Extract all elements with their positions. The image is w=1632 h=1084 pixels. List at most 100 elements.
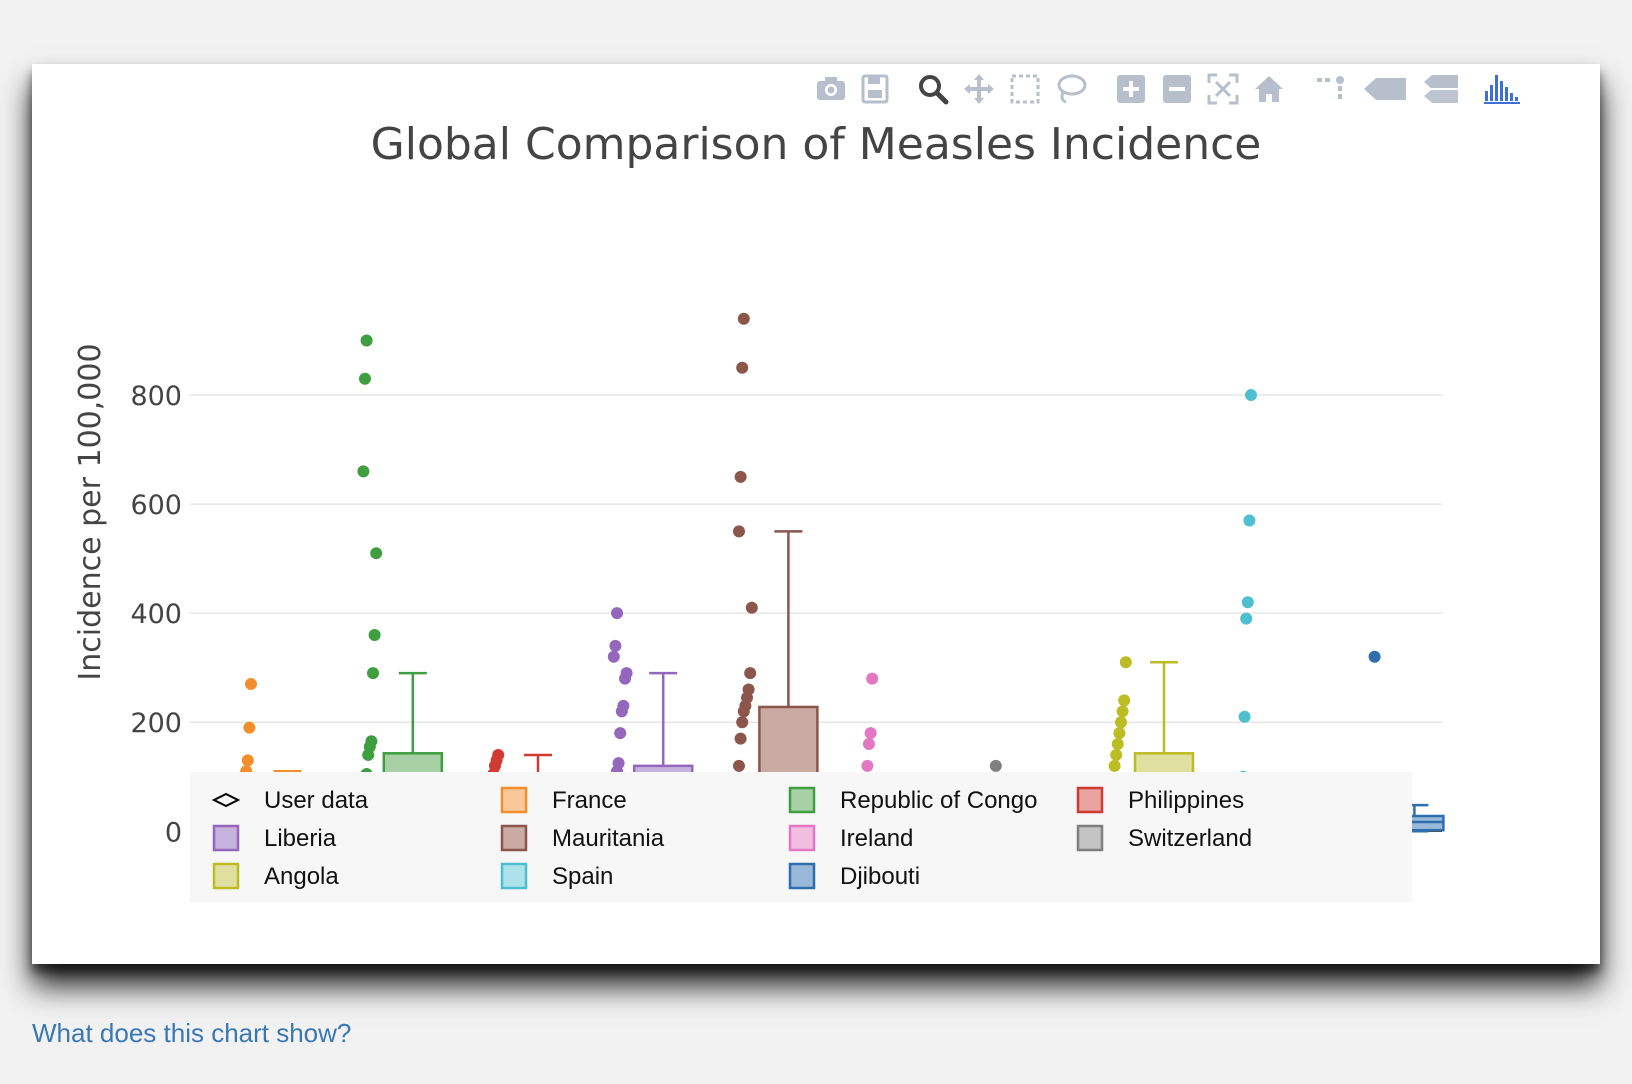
chart-title: Global Comparison of Measles Incidence <box>371 119 1262 170</box>
data-point[interactable] <box>866 672 879 685</box>
data-point[interactable] <box>360 334 373 347</box>
data-point[interactable] <box>620 667 633 680</box>
legend-item[interactable]: User data <box>211 787 369 814</box>
chart-help-link[interactable]: What does this chart show? <box>32 1018 352 1048</box>
modebar <box>32 64 1600 124</box>
legend-label: User data <box>264 787 369 814</box>
spike-lines-icon[interactable] <box>1314 72 1348 106</box>
data-point[interactable] <box>1241 596 1254 609</box>
legend-symbol <box>212 824 240 852</box>
data-point[interactable] <box>864 727 877 740</box>
data-point[interactable] <box>241 754 254 767</box>
legend-label: Liberia <box>264 825 337 852</box>
data-point[interactable] <box>492 748 505 761</box>
data-point[interactable] <box>734 470 747 483</box>
data-point[interactable] <box>617 699 630 712</box>
data-point[interactable] <box>1368 650 1381 663</box>
legend-item[interactable]: Republic of Congo <box>788 786 1037 814</box>
data-point[interactable] <box>245 678 257 691</box>
data-point[interactable] <box>744 667 757 680</box>
y-tick-label: 800 <box>130 381 182 412</box>
data-point[interactable] <box>614 727 627 740</box>
camera-icon[interactable] <box>814 72 848 106</box>
data-point[interactable] <box>611 607 623 620</box>
home-icon[interactable] <box>1252 72 1286 106</box>
data-point[interactable] <box>1111 738 1124 751</box>
data-point[interactable] <box>742 683 755 696</box>
save-icon[interactable] <box>858 72 892 106</box>
legend-symbol <box>1076 824 1104 852</box>
legend-item[interactable]: Mauritania <box>500 824 665 852</box>
y-axis: 0 200 400 600 800 <box>130 381 182 848</box>
plotly-logo-icon[interactable] <box>1482 70 1522 106</box>
legend-label: France <box>552 787 627 814</box>
legend-item[interactable]: Switzerland <box>1076 824 1252 852</box>
pan-icon[interactable] <box>962 72 996 106</box>
legend-symbol <box>212 862 240 890</box>
lasso-icon[interactable] <box>1054 72 1088 106</box>
legend-item[interactable]: Djibouti <box>788 862 920 890</box>
data-point[interactable] <box>359 372 371 385</box>
data-point[interactable] <box>357 465 370 478</box>
data-point[interactable] <box>1238 710 1251 723</box>
data-point[interactable] <box>370 547 383 560</box>
data-point[interactable] <box>745 601 758 614</box>
hover-compare-icon[interactable] <box>1422 72 1462 106</box>
data-point[interactable] <box>1245 389 1257 402</box>
legend-item[interactable]: France <box>500 786 627 814</box>
legend-item[interactable]: Ireland <box>788 824 913 852</box>
hover-closest-icon[interactable] <box>1362 72 1410 106</box>
data-point[interactable] <box>1118 694 1131 707</box>
y-tick-label: 200 <box>130 708 182 739</box>
chart-card: 0 200 400 600 800 Global Comparison of Measl… <box>32 64 1600 964</box>
data-point[interactable] <box>609 639 622 652</box>
data-point[interactable] <box>367 667 379 680</box>
legend-item[interactable]: Spain <box>500 862 613 890</box>
legend-label: Djibouti <box>840 863 920 890</box>
legend-label: Angola <box>264 863 339 890</box>
data-point[interactable] <box>607 650 620 663</box>
data-point[interactable] <box>365 735 378 748</box>
legend-symbol <box>500 824 528 852</box>
y-tick-label: 400 <box>130 599 182 630</box>
data-point[interactable] <box>1240 612 1253 625</box>
data-point[interactable] <box>1115 716 1127 729</box>
legend-label: Republic of Congo <box>840 787 1037 814</box>
y-tick-label: 600 <box>130 490 182 521</box>
data-point[interactable] <box>612 757 625 770</box>
data-point[interactable] <box>368 628 381 641</box>
data-point[interactable] <box>1113 727 1126 740</box>
legend-item[interactable]: Angola <box>212 862 339 890</box>
data-point[interactable] <box>1119 656 1132 669</box>
legend-symbol <box>1076 786 1104 814</box>
legend-symbol <box>500 786 528 814</box>
data-point[interactable] <box>736 716 749 729</box>
legend-label: Ireland <box>840 825 913 852</box>
legend-item[interactable]: Philippines <box>1076 786 1244 814</box>
data-point[interactable] <box>733 759 745 772</box>
box-select-icon[interactable] <box>1008 72 1042 106</box>
data-point[interactable] <box>1108 759 1121 772</box>
legend-item[interactable]: Liberia <box>212 824 337 852</box>
autoscale-icon[interactable] <box>1206 72 1240 106</box>
data-point[interactable] <box>989 759 1002 772</box>
data-point[interactable] <box>861 759 874 772</box>
data-point[interactable] <box>1110 748 1123 761</box>
legend-label: Switzerland <box>1128 825 1252 852</box>
data-point[interactable] <box>733 525 745 538</box>
data-point[interactable] <box>737 312 750 325</box>
zoom-icon[interactable] <box>916 72 950 106</box>
legend[interactable]: User data France Republic of Congo Philippi… <box>190 772 1412 902</box>
data-point[interactable] <box>734 732 747 745</box>
chart-plot[interactable]: 0 200 400 600 800 Global Comparison of Measl… <box>32 64 1600 964</box>
data-point[interactable] <box>243 721 256 734</box>
data-point[interactable] <box>1243 514 1256 527</box>
data-point[interactable] <box>863 738 875 751</box>
y-tick-label: 0 <box>165 817 182 848</box>
y-axis-title: Incidence per 100,000 <box>73 343 108 680</box>
legend-label: Philippines <box>1128 787 1244 814</box>
data-point[interactable] <box>736 361 749 374</box>
zoom-out-icon[interactable] <box>1160 72 1194 106</box>
data-point[interactable] <box>1116 705 1129 718</box>
zoom-in-icon[interactable] <box>1114 72 1148 106</box>
